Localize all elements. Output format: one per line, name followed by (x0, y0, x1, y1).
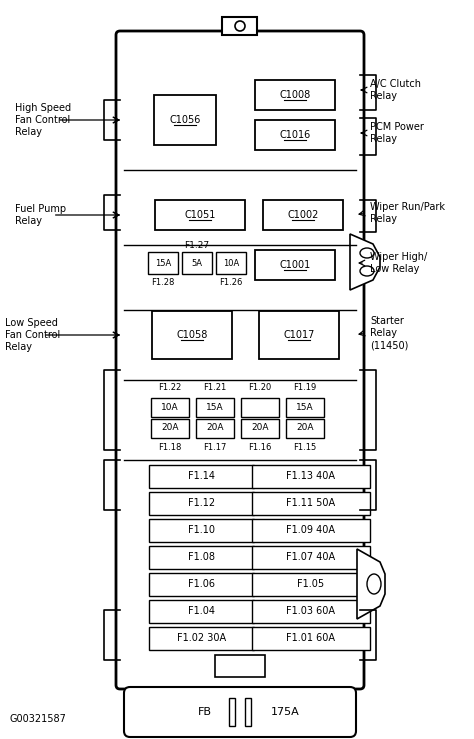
Bar (182, 252, 212, 274)
Bar (154, 95, 216, 145)
Bar (252, 465, 370, 488)
Text: 20A: 20A (161, 423, 179, 432)
Text: F1.18: F1.18 (158, 443, 182, 452)
Bar (263, 200, 343, 230)
Bar (216, 252, 246, 274)
Text: F1.11 50A: F1.11 50A (286, 498, 336, 508)
Text: F1.04: F1.04 (189, 606, 216, 616)
Bar (252, 599, 370, 622)
Text: Fuel Pump
Relay: Fuel Pump Relay (15, 204, 66, 226)
Text: F1.09 40A: F1.09 40A (286, 525, 336, 535)
Bar (152, 311, 232, 359)
Text: F1.17: F1.17 (203, 443, 227, 452)
Text: C1001: C1001 (279, 260, 310, 270)
Bar (155, 200, 245, 230)
Text: F1.20: F1.20 (248, 383, 272, 392)
Text: 5A: 5A (191, 259, 202, 268)
Text: F1.16: F1.16 (248, 443, 272, 452)
Bar (229, 698, 235, 726)
Text: 20A: 20A (206, 423, 224, 432)
Bar (149, 519, 255, 542)
Text: C1056: C1056 (169, 115, 201, 125)
Bar (149, 491, 255, 514)
Text: C1051: C1051 (184, 210, 216, 220)
Ellipse shape (367, 574, 381, 594)
Text: F1.03 60A: F1.03 60A (286, 606, 336, 616)
Text: 15A: 15A (155, 259, 171, 268)
Text: F1.07 40A: F1.07 40A (286, 552, 336, 562)
Text: F1.01 60A: F1.01 60A (286, 633, 336, 643)
Bar (252, 519, 370, 542)
Bar (255, 80, 335, 110)
Text: High Speed
Fan Control
Relay: High Speed Fan Control Relay (15, 103, 71, 137)
Text: PCM Power
Relay: PCM Power Relay (370, 122, 424, 144)
Text: Wiper High/
Low Relay: Wiper High/ Low Relay (370, 252, 427, 274)
FancyBboxPatch shape (116, 31, 364, 689)
Text: 10A: 10A (223, 259, 239, 268)
Text: F1.15: F1.15 (293, 443, 317, 452)
Text: Wiper Run/Park
Relay: Wiper Run/Park Relay (370, 202, 445, 224)
Text: F1.05: F1.05 (298, 579, 325, 589)
Ellipse shape (360, 266, 374, 276)
Text: 15A: 15A (206, 403, 224, 412)
Text: F1.02 30A: F1.02 30A (177, 633, 227, 643)
Bar (149, 545, 255, 568)
Bar (241, 418, 279, 437)
Text: F1.27: F1.27 (184, 241, 210, 250)
Bar (241, 398, 279, 417)
Text: 20A: 20A (296, 423, 314, 432)
Bar (255, 250, 335, 280)
Bar (252, 491, 370, 514)
Text: C1016: C1016 (279, 130, 310, 140)
Bar (222, 17, 257, 35)
Text: FB: FB (198, 707, 212, 717)
Bar (286, 418, 324, 437)
Bar (252, 545, 370, 568)
Text: C1058: C1058 (176, 330, 208, 340)
Text: G00321587: G00321587 (10, 714, 67, 724)
Bar (196, 418, 234, 437)
Text: F1.22: F1.22 (158, 383, 182, 392)
Text: F1.13 40A: F1.13 40A (286, 471, 336, 481)
Bar (149, 627, 255, 650)
Bar (245, 698, 251, 726)
Bar (259, 311, 339, 359)
Bar (149, 465, 255, 488)
Text: F1.06: F1.06 (189, 579, 216, 589)
Polygon shape (350, 234, 380, 290)
Text: F1.19: F1.19 (293, 383, 317, 392)
Bar (255, 120, 335, 150)
Polygon shape (357, 549, 385, 619)
Text: 15A: 15A (296, 403, 314, 412)
Bar (151, 418, 189, 437)
Bar (252, 573, 370, 596)
Text: F1.21: F1.21 (203, 383, 227, 392)
Text: 10A: 10A (161, 403, 179, 412)
Bar (148, 252, 178, 274)
Bar (149, 573, 255, 596)
Text: Starter
Relay
(11450): Starter Relay (11450) (370, 316, 409, 350)
Text: F1.14: F1.14 (189, 471, 216, 481)
Bar (286, 398, 324, 417)
Text: A/C Clutch
Relay: A/C Clutch Relay (370, 79, 421, 101)
FancyBboxPatch shape (124, 687, 356, 737)
Text: F1.10: F1.10 (189, 525, 216, 535)
Text: Low Speed
Fan Control
Relay: Low Speed Fan Control Relay (5, 318, 60, 353)
Text: F1.12: F1.12 (189, 498, 216, 508)
Text: C1002: C1002 (287, 210, 319, 220)
Text: 175A: 175A (271, 707, 300, 717)
Bar (252, 627, 370, 650)
Ellipse shape (360, 248, 374, 258)
Bar (151, 398, 189, 417)
Text: F1.28: F1.28 (151, 278, 175, 287)
Bar (215, 655, 265, 677)
Text: C1017: C1017 (283, 330, 315, 340)
Text: C1008: C1008 (279, 90, 310, 100)
Text: F1.08: F1.08 (189, 552, 216, 562)
Text: 20A: 20A (251, 423, 269, 432)
Bar (149, 599, 255, 622)
Bar (196, 398, 234, 417)
Text: F1.26: F1.26 (219, 278, 243, 287)
